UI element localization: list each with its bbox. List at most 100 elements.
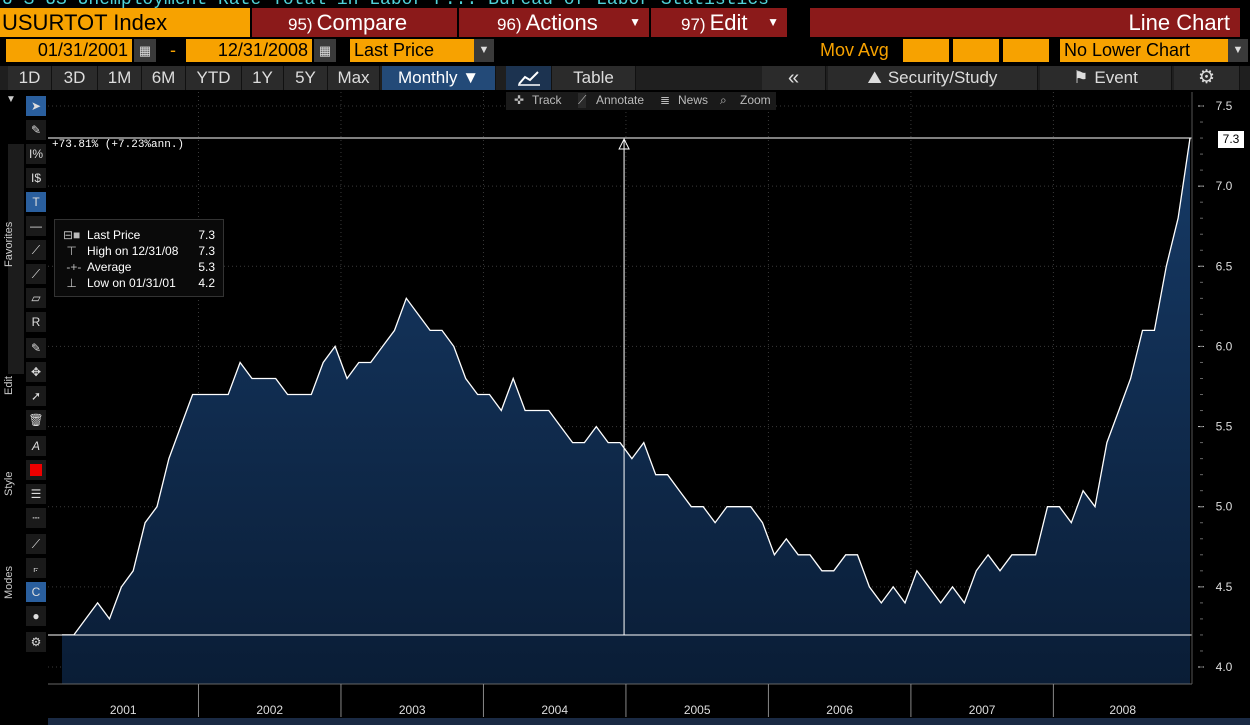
- calendar-icon[interactable]: ▦: [314, 39, 336, 62]
- range-1y[interactable]: 1Y: [242, 66, 284, 90]
- color-icon[interactable]: [26, 460, 46, 480]
- palette-icon[interactable]: ●: [26, 606, 46, 626]
- annotate-button[interactable]: Annotate: [596, 93, 645, 107]
- trash-icon[interactable]: 🗑: [26, 410, 46, 430]
- chevron-down-icon[interactable]: ▼: [474, 39, 494, 62]
- table-button[interactable]: Table: [552, 66, 636, 90]
- range-max[interactable]: Max: [328, 66, 380, 90]
- actions-label: Actions: [525, 10, 598, 35]
- legend-row-average: -+- Average 5.3: [61, 260, 221, 276]
- compare-num: 95): [288, 15, 313, 34]
- favorites-label: Favorites: [3, 221, 15, 267]
- font-icon[interactable]: A: [26, 436, 46, 456]
- track-icon[interactable]: ✜: [514, 93, 525, 107]
- start-date-input[interactable]: 01/31/2001: [6, 39, 132, 62]
- average-marker-icon: -+-: [63, 260, 82, 274]
- snap-icon[interactable]: ⟔: [26, 558, 46, 578]
- series-description: U S US Unemployment Rate Total in Labor …: [2, 0, 769, 8]
- ray-icon[interactable]: ⟋: [26, 264, 46, 284]
- range-5y[interactable]: 5Y: [284, 66, 328, 90]
- square-icon: ⊟■: [63, 228, 81, 242]
- x-tick-label: 2004: [541, 703, 568, 717]
- flag-icon: ⚑: [1073, 68, 1089, 87]
- event-button[interactable]: ⚑ Event: [1040, 66, 1172, 90]
- range-1m[interactable]: 1M: [98, 66, 142, 90]
- collapse-button[interactable]: «: [762, 66, 826, 90]
- price-chart[interactable]: 4.0 4.5 5.0 5.5 6.0 6.5 7.0 7.5 2001 2002 2003 2004…: [0, 92, 1250, 725]
- pen-icon[interactable]: ✎: [26, 120, 46, 140]
- actions-menu[interactable]: 96) Actions ▼: [459, 8, 649, 37]
- trendline-icon[interactable]: ⟋: [26, 240, 46, 260]
- lower-chart-select[interactable]: No Lower Chart: [1060, 39, 1228, 62]
- x-tick-label: 2003: [399, 703, 426, 717]
- style-label: Style: [3, 471, 15, 496]
- percent-icon[interactable]: I%: [26, 144, 46, 164]
- dollar-icon[interactable]: I$: [26, 168, 46, 188]
- compare-menu[interactable]: 95) Compare: [252, 8, 457, 37]
- collapse-icon[interactable]: ▼: [6, 94, 16, 105]
- chart-mode-toolbar: ✜ Track ⟋ Annotate ≣ News ⌕ Zoom: [506, 92, 776, 110]
- edit-pen-icon[interactable]: ✎: [26, 338, 46, 358]
- text-icon[interactable]: T: [26, 192, 46, 212]
- ticker-field[interactable]: USURTOT Index: [0, 8, 250, 37]
- r-icon[interactable]: R: [26, 312, 46, 332]
- magnet-icon[interactable]: C: [26, 582, 46, 602]
- drawing-toolbar: ▼ ➤ ✎ Favorites I% I$ T — ⟋ ⟋ ▱ R Edit ✎…: [0, 92, 48, 725]
- mov-avg-input-1[interactable]: [903, 39, 949, 62]
- range-6m[interactable]: 6M: [142, 66, 186, 90]
- pointer-icon[interactable]: ➤: [26, 96, 46, 116]
- price-field-select[interactable]: Last Price: [350, 39, 474, 62]
- eraser-icon[interactable]: ⟋: [26, 534, 46, 554]
- legend-value: 7.3: [198, 228, 215, 242]
- chart-type-title[interactable]: Line Chart: [810, 8, 1240, 37]
- legend-name: High on 12/31/08: [87, 244, 179, 258]
- mov-avg-input-2[interactable]: [953, 39, 999, 62]
- line-style-icon[interactable]: ┄: [26, 508, 46, 528]
- settings-icon[interactable]: ⚙: [26, 632, 46, 652]
- annotate-icon[interactable]: ⟋: [578, 93, 587, 108]
- mov-avg-input-3[interactable]: [1003, 39, 1049, 62]
- line-chart-icon[interactable]: [506, 66, 552, 90]
- low-marker-icon: ⊥: [63, 276, 77, 290]
- range-3d[interactable]: 3D: [52, 66, 98, 90]
- range-1d[interactable]: 1D: [8, 66, 52, 90]
- x-tick-label: 2006: [826, 703, 853, 717]
- zoom-button[interactable]: Zoom: [740, 93, 771, 107]
- news-icon[interactable]: ≣: [660, 93, 671, 107]
- event-label: Event: [1094, 68, 1138, 87]
- legend-box[interactable]: ⊟■ Last Price 7.3 ⊤ High on 12/31/08 7.3…: [54, 219, 224, 297]
- annotation-arrow: [618, 137, 630, 150]
- y-tick-label: 4.0: [1216, 660, 1233, 674]
- calendar-icon[interactable]: ▦: [134, 39, 156, 62]
- chart-area: 4.0 4.5 5.0 5.5 6.0 6.5 7.0 7.5 2001 2002 2003 2004…: [0, 92, 1250, 725]
- frequency-select[interactable]: Monthly ▼: [382, 66, 496, 90]
- legend-row-high: ⊤ High on 12/31/08 7.3: [61, 244, 221, 260]
- hline-icon[interactable]: —: [26, 216, 46, 236]
- zoom-icon[interactable]: ⌕: [720, 93, 727, 107]
- x-tick-label: 2008: [1109, 703, 1136, 717]
- move-icon[interactable]: ✥: [26, 362, 46, 382]
- channel-icon[interactable]: ▱: [26, 288, 46, 308]
- chevron-down-icon[interactable]: ▼: [1228, 39, 1248, 62]
- track-button[interactable]: Track: [532, 93, 562, 107]
- y-tick-label: 7.0: [1216, 179, 1233, 193]
- date-range-bar: 01/31/2001 ▦ - 12/31/2008 ▦ Last Price ▼…: [0, 39, 1250, 63]
- header-bar: USURTOT Index 95) Compare 96) Actions ▼ 97…: [0, 8, 1250, 37]
- favorites-tab[interactable]: [8, 144, 24, 374]
- range-ytd[interactable]: YTD: [186, 66, 242, 90]
- x-tick-label: 2007: [969, 703, 996, 717]
- chevron-down-icon: ▼: [629, 15, 641, 29]
- series-area: [62, 138, 1190, 685]
- line-weight-icon[interactable]: ☰: [26, 484, 46, 504]
- gear-icon[interactable]: ⚙: [1174, 66, 1240, 90]
- edit-menu[interactable]: 97) Edit ▼: [651, 8, 787, 37]
- end-date-input[interactable]: 12/31/2008: [186, 39, 312, 62]
- legend-row-low: ⊥ Low on 01/31/01 4.2: [61, 276, 221, 292]
- security-study-button[interactable]: ⛰ Security/Study: [828, 66, 1038, 90]
- news-button[interactable]: News: [678, 93, 709, 107]
- legend-name: Last Price: [87, 228, 141, 242]
- compare-label: Compare: [316, 10, 408, 35]
- last-value-tag: 7.3: [1218, 131, 1244, 148]
- select-icon[interactable]: ➚: [26, 386, 46, 406]
- y-tick-label: 5.0: [1216, 500, 1233, 514]
